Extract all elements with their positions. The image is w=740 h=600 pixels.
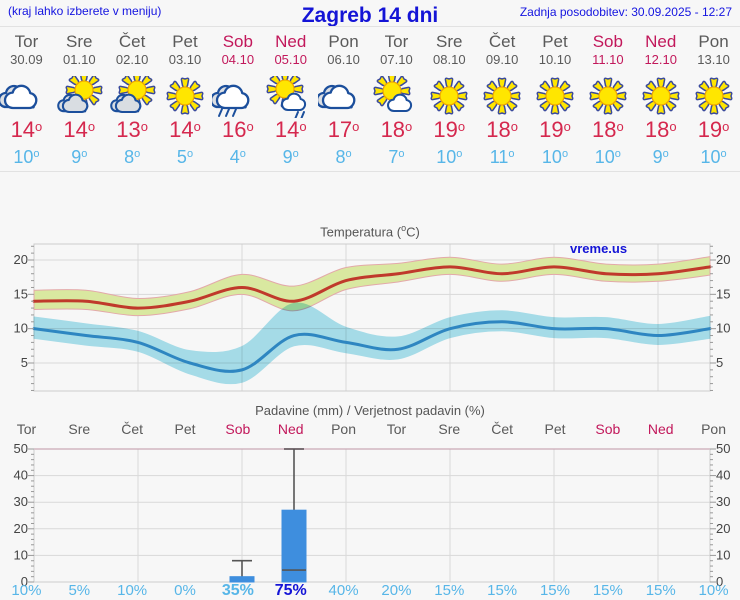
svg-text:20: 20 xyxy=(14,252,28,267)
svg-text:30: 30 xyxy=(14,494,28,509)
svg-text:50: 50 xyxy=(716,441,730,456)
svg-text:10: 10 xyxy=(14,321,28,336)
svg-text:10: 10 xyxy=(716,547,730,562)
svg-text:5: 5 xyxy=(716,355,723,370)
svg-text:20: 20 xyxy=(716,521,730,536)
svg-text:15: 15 xyxy=(14,286,28,301)
svg-text:40: 40 xyxy=(716,468,730,483)
svg-text:40: 40 xyxy=(14,468,28,483)
svg-text:15: 15 xyxy=(716,286,730,301)
svg-text:20: 20 xyxy=(716,252,730,267)
svg-text:10: 10 xyxy=(14,547,28,562)
svg-text:50: 50 xyxy=(14,441,28,456)
svg-text:10: 10 xyxy=(716,321,730,336)
svg-text:20: 20 xyxy=(14,521,28,536)
svg-text:30: 30 xyxy=(716,494,730,509)
svg-text:5: 5 xyxy=(21,355,28,370)
